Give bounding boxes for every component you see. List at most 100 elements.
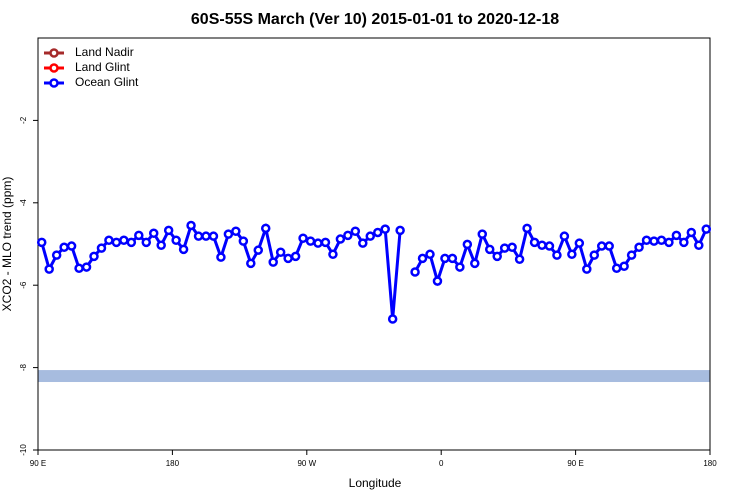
data-point bbox=[260, 223, 271, 234]
data-point bbox=[380, 224, 390, 234]
data-point bbox=[193, 231, 204, 241]
data-point bbox=[365, 231, 376, 241]
x-tick-label: 0 bbox=[439, 459, 444, 468]
data-point bbox=[671, 230, 682, 241]
data-point bbox=[66, 241, 77, 251]
data-point bbox=[664, 237, 674, 248]
data-point bbox=[686, 227, 697, 238]
data-point bbox=[51, 250, 62, 260]
data-point bbox=[649, 236, 659, 246]
data-point bbox=[298, 233, 308, 243]
data-point bbox=[507, 242, 517, 253]
x-axis-label: Longitude bbox=[349, 476, 402, 490]
data-point bbox=[596, 241, 607, 251]
data-point bbox=[134, 230, 144, 241]
data-point bbox=[589, 250, 600, 260]
data-point bbox=[148, 228, 159, 239]
data-point bbox=[141, 237, 152, 248]
y-axis-label: XCO2 - MLO trend (ppm) bbox=[0, 177, 14, 312]
data-point bbox=[552, 250, 562, 260]
data-point bbox=[694, 240, 704, 250]
data-point bbox=[574, 238, 585, 248]
data-point bbox=[626, 250, 637, 260]
y-tick-label: -4 bbox=[19, 199, 28, 207]
data-point bbox=[679, 237, 689, 248]
data-point bbox=[582, 264, 592, 274]
x-tick-label: 180 bbox=[166, 459, 180, 468]
x-tick-label: 180 bbox=[703, 459, 717, 468]
data-point bbox=[201, 231, 211, 241]
data-point bbox=[246, 258, 256, 269]
data-point bbox=[425, 249, 435, 260]
legend-marker bbox=[49, 63, 59, 73]
y-tick-label: -6 bbox=[19, 281, 28, 289]
data-point bbox=[477, 229, 488, 239]
data-point bbox=[44, 264, 54, 274]
data-point bbox=[410, 267, 420, 277]
data-point bbox=[417, 253, 428, 264]
legend-marker bbox=[49, 48, 59, 58]
data-point bbox=[74, 263, 84, 274]
legend-marker bbox=[49, 78, 59, 88]
data-point bbox=[447, 253, 458, 264]
data-point bbox=[492, 251, 502, 262]
data-point bbox=[231, 226, 241, 236]
data-point bbox=[529, 237, 540, 248]
data-point bbox=[462, 239, 473, 250]
data-point bbox=[119, 235, 129, 246]
data-point bbox=[208, 231, 219, 241]
data-point bbox=[253, 245, 264, 255]
data-point bbox=[641, 235, 652, 246]
data-point bbox=[432, 276, 443, 286]
data-point bbox=[559, 231, 570, 241]
data-point bbox=[283, 253, 293, 264]
data-point bbox=[36, 237, 47, 248]
data-point bbox=[499, 243, 510, 253]
data-point bbox=[290, 251, 301, 262]
x-tick-label: 90 W bbox=[297, 459, 316, 468]
data-point bbox=[455, 262, 465, 272]
data-point bbox=[619, 261, 629, 271]
data-point bbox=[358, 238, 368, 248]
reference-band bbox=[38, 370, 710, 383]
data-point bbox=[178, 244, 189, 255]
data-point bbox=[567, 249, 577, 260]
data-point bbox=[238, 236, 249, 246]
data-point bbox=[440, 253, 450, 264]
data-point bbox=[701, 224, 712, 234]
data-point bbox=[223, 229, 234, 239]
data-point bbox=[350, 226, 361, 236]
data-point bbox=[335, 234, 346, 244]
data-point bbox=[313, 238, 323, 248]
y-tick-label: -10 bbox=[19, 444, 28, 456]
legend-label: Land Glint bbox=[75, 60, 130, 74]
data-point bbox=[611, 263, 622, 274]
data-point bbox=[320, 237, 331, 248]
data-point bbox=[328, 249, 338, 260]
data-point bbox=[470, 258, 480, 269]
data-point bbox=[395, 225, 405, 236]
data-point bbox=[156, 240, 166, 250]
data-point bbox=[111, 237, 122, 248]
data-point bbox=[163, 225, 174, 236]
data-point bbox=[514, 254, 525, 264]
data-point bbox=[537, 240, 547, 250]
data-point bbox=[126, 237, 137, 248]
y-tick-label: -8 bbox=[19, 363, 28, 371]
data-point bbox=[104, 235, 114, 246]
y-tick-label: -2 bbox=[19, 116, 28, 124]
data-point bbox=[305, 236, 316, 246]
data-point bbox=[387, 314, 398, 324]
x-tick-label: 90 E bbox=[567, 459, 583, 468]
data-point bbox=[186, 220, 196, 231]
data-point bbox=[216, 252, 226, 262]
x-tick-label: 90 E bbox=[30, 459, 46, 468]
data-point bbox=[268, 257, 278, 267]
data-point bbox=[171, 235, 181, 246]
data-point bbox=[544, 241, 555, 251]
data-point bbox=[81, 262, 92, 272]
chart-title: 60S-55S March (Ver 10) 2015-01-01 to 202… bbox=[191, 11, 559, 28]
